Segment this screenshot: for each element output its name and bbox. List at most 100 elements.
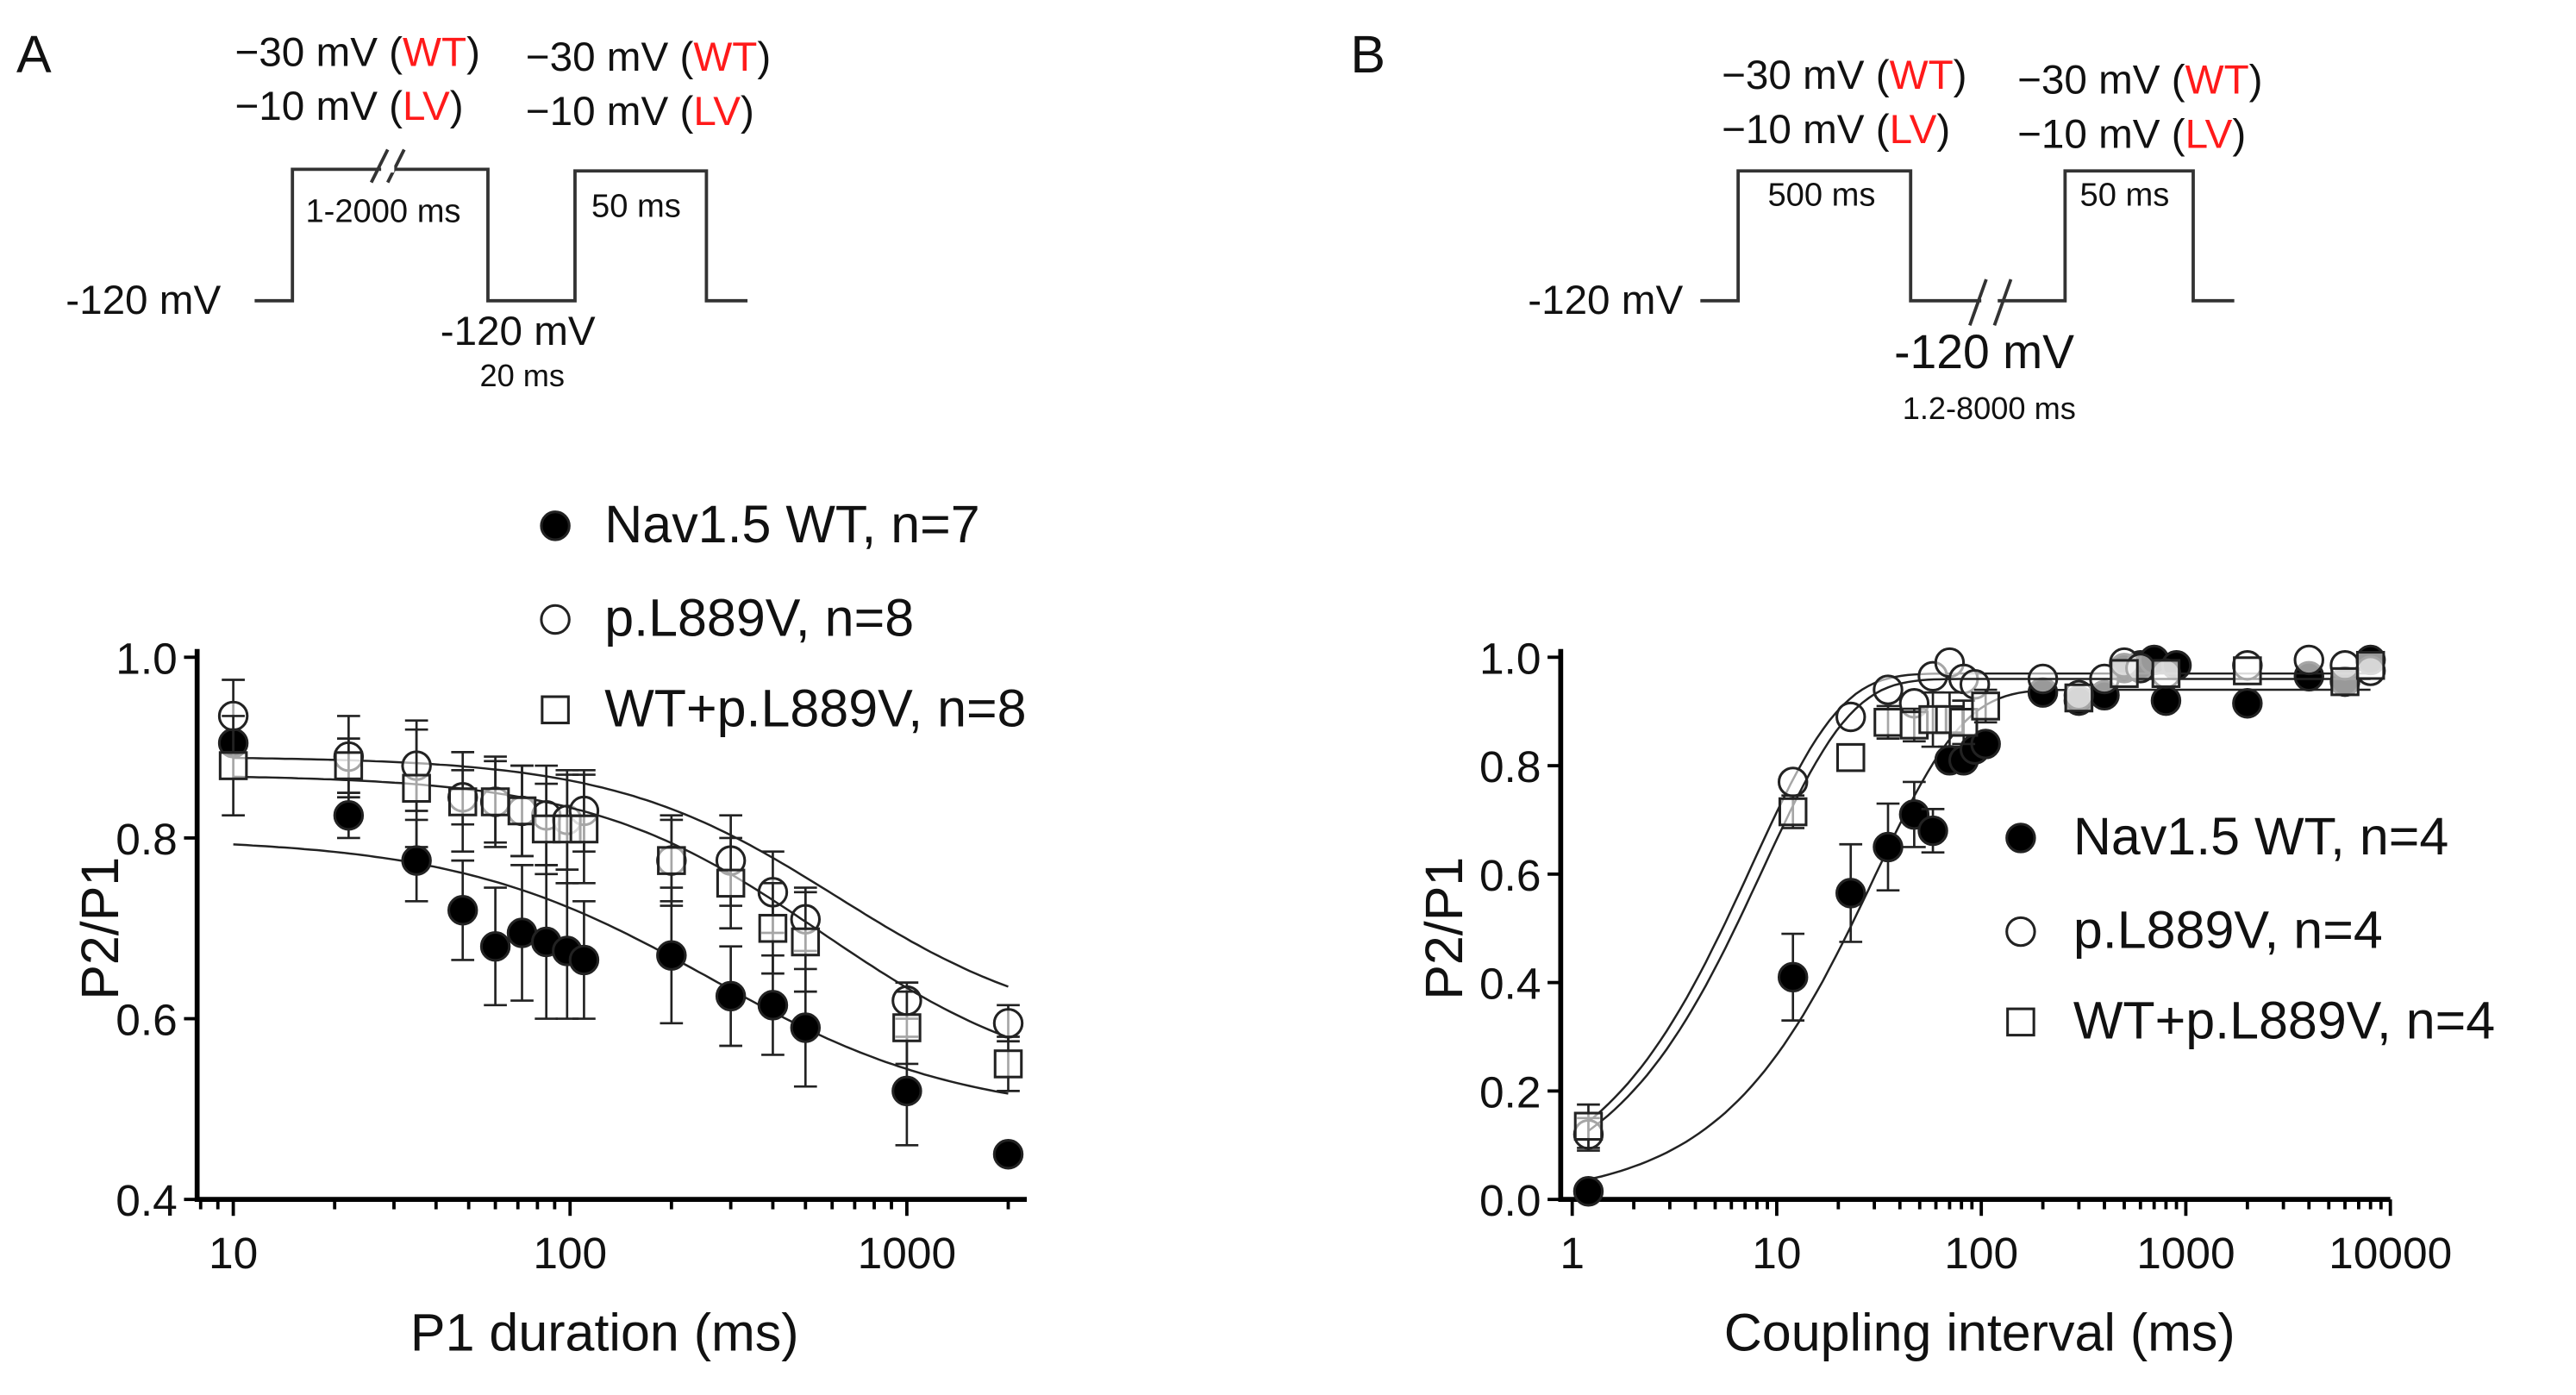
protocol-a-holding: -120 mV [66,278,221,323]
data-point [1777,766,1809,798]
x-tick-label: 100 [533,1228,607,1278]
x-axis-label: Coupling interval (ms) [1724,1303,2235,1361]
data-point [716,868,746,898]
data-point [569,814,599,844]
y-axis-label: P2/P1 [1415,857,1473,1000]
data-point [2151,659,2181,688]
x-tick-label: 1000 [2136,1228,2235,1278]
legend-label: WT+p.L889V, n=8 [604,679,1026,737]
chart-a: 0.4 0.6 0.8 1.0 10 100 1000 P1 duration (ms) P2/… [71,495,1028,1361]
data-point [1777,961,1809,993]
series-0 [217,728,1024,1170]
data-point [1971,691,2000,721]
data-point [1917,815,1948,847]
legend-marker [540,604,571,635]
legend-marker [540,510,571,541]
data-point [507,796,537,826]
legend-marker [541,695,570,725]
data-point [1572,1176,1604,1207]
legend-label: Nav1.5 WT, n=4 [2073,807,2448,866]
series-2 [1573,650,2385,1149]
data-point [2232,688,2263,719]
y-tick-label: 0.6 [116,995,178,1045]
data-point [2064,683,2094,713]
y-tick-label: 0.4 [116,1175,178,1225]
y-tick-label: 1.0 [1479,633,1541,683]
data-point [402,773,431,804]
data-point [1948,708,1979,737]
data-point [218,751,248,780]
protocol-a-p1-duration: 1-2000 ms [305,193,460,229]
protocol-b-holding: -120 mV [1528,278,1683,323]
series-2 [218,715,1023,1092]
protocol-a-p1-lv: −10 mV (LV) [235,84,464,129]
protocol-a-p2-lv: −10 mV (LV) [526,89,754,134]
protocol-b-p2-lv: −10 mV (LV) [2017,112,2246,158]
protocol-a-interval-duration: 20 ms [479,358,565,393]
protocol-diagram-b: −30 mV (WT) −10 mV (LV) −30 mV (WT) −10 … [1528,53,2262,426]
fit-curve [233,843,1009,1095]
y-tick-label: 0.0 [1479,1175,1541,1225]
data-point [657,846,686,875]
x-axis-label: P1 duration (ms) [410,1303,799,1361]
protocol-b-interval-voltage: -120 mV [1894,325,2074,378]
protocol-b-p1-lv: −10 mV (LV) [1722,107,1950,153]
data-point [1873,674,1904,705]
legend-label: Nav1.5 WT, n=7 [604,495,979,554]
legend-marker [2006,1007,2035,1037]
x-tick-label: 10000 [2329,1228,2452,1278]
legend-marker [2005,823,2036,854]
data-point [1573,1111,1604,1142]
data-point [480,787,510,816]
panel-label-a: A [16,25,52,84]
data-point [715,980,747,1012]
protocol-a-p2-wt: −30 mV (WT) [526,34,771,80]
data-point [479,930,511,962]
chart-b: 0.0 0.2 0.4 0.6 0.8 1.0 1 10 100 1000 10000 Couplin… [1415,633,2495,1361]
y-tick-label: 0.2 [1479,1067,1541,1117]
legend-label: WT+p.L889V, n=4 [2073,991,2495,1049]
data-point [1778,797,1808,827]
x-tick-label: 100 [1944,1228,2018,1278]
data-point [1835,878,1866,909]
x-tick-label: 10 [1752,1228,1801,1278]
x-tick-label: 10 [209,1228,258,1278]
legend-label: p.L889V, n=4 [2073,901,2383,960]
legend-label: p.L889V, n=8 [604,589,914,647]
legend-marker [2005,916,2036,948]
y-axis-label: P2/P1 [71,857,129,1000]
data-point [334,751,364,780]
data-point [401,845,432,876]
data-point [757,990,789,1021]
data-point [1873,708,1903,737]
data-point [758,913,788,943]
protocol-a-p2-duration: 50 ms [591,189,681,225]
data-point [892,1013,922,1042]
data-point [2293,644,2324,676]
protocol-a-p1-wt: −30 mV (WT) [235,29,480,75]
data-point [447,895,478,926]
data-point [2330,666,2360,697]
protocol-b-p2-duration: 50 ms [2080,177,2170,213]
data-point [791,927,821,957]
data-point [2233,656,2262,685]
x-tick-label: 1000 [858,1228,956,1278]
y-tick-label: 0.8 [1479,741,1541,791]
protocol-b-interval-duration: 1.2-8000 ms [1903,391,2076,426]
data-point [2110,659,2139,688]
protocol-b-p1-duration: 500 ms [1767,177,1875,213]
y-tick-label: 0.4 [1479,959,1541,1009]
data-point [2150,685,2182,716]
panel-label-b: B [1350,25,1385,84]
y-tick-label: 0.6 [1479,850,1541,900]
data-point [1835,742,1866,773]
data-point [891,1075,922,1107]
data-point [2355,650,2385,680]
data-point [1873,831,1904,863]
data-point [1835,701,1866,733]
data-point [993,1049,1023,1079]
data-point [333,800,365,831]
protocol-b-p1-wt: −30 mV (WT) [1722,53,1966,98]
y-tick-label: 1.0 [116,633,178,683]
